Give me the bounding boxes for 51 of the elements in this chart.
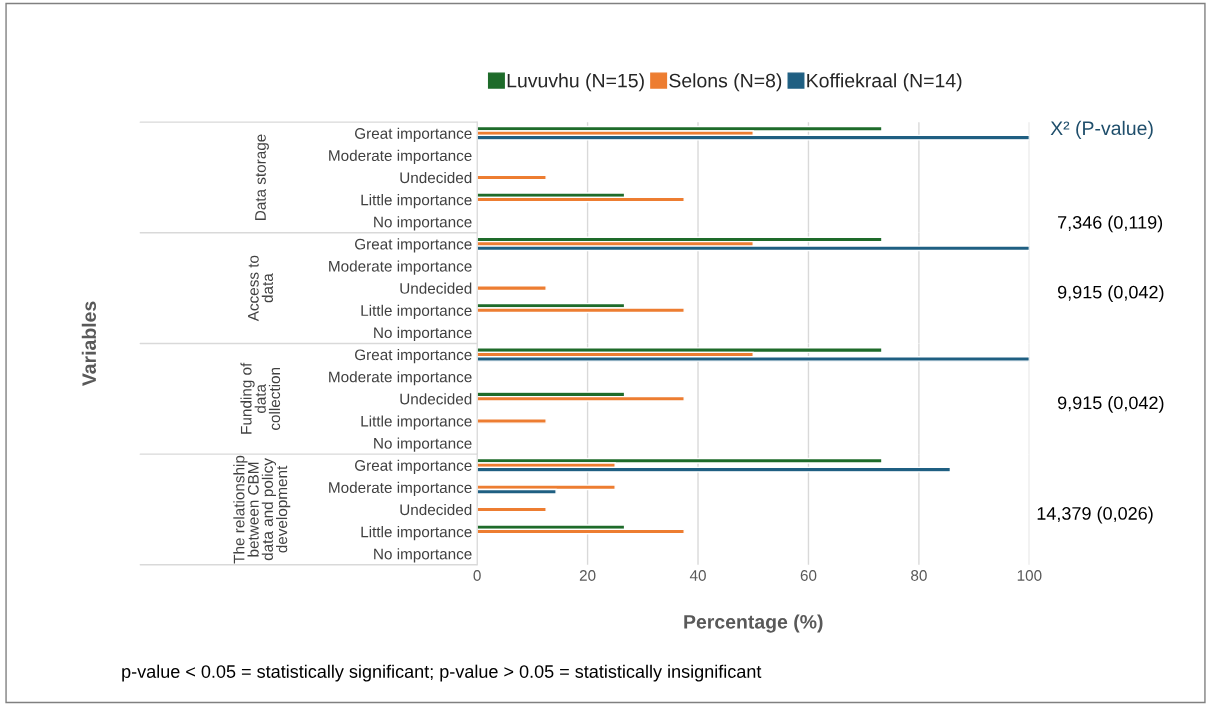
- x-tick-label: 40: [689, 570, 706, 581]
- y-tick-label: Little importance: [361, 304, 472, 319]
- x-tick-label: 0: [473, 570, 481, 581]
- text: 9,915 (0,042): [1057, 395, 1164, 413]
- y-tick-label: No importance: [374, 548, 472, 563]
- bar: [477, 484, 616, 491]
- text: Access to data: [248, 255, 273, 322]
- legend-label: Selons (N=8): [669, 73, 782, 92]
- y-tick-label: Little importance: [361, 415, 472, 430]
- bar: [477, 134, 1030, 141]
- text: The relationship between CBM data and policy development: [233, 455, 291, 564]
- legend-label: Koffiekraal (N=14): [807, 73, 962, 92]
- y-tick-label: Great importance: [355, 459, 472, 474]
- y-tick-label: Undecided: [400, 171, 472, 184]
- text: 14,379 (0,026): [1037, 506, 1153, 524]
- bar: [477, 356, 1030, 362]
- bar: [477, 347, 883, 354]
- x-tick-label: 100: [1017, 570, 1042, 581]
- text: Data storage: [255, 134, 269, 220]
- y-tick-label: Moderate importance: [329, 371, 472, 386]
- y-axis-title: Variables: [81, 301, 97, 387]
- y-tick-label: Undecided: [400, 282, 472, 294]
- text: Funding of data collection: [240, 362, 281, 434]
- x-tick-label: 80: [911, 570, 927, 581]
- x-tick-label: 20: [579, 570, 596, 581]
- y-tick-label: Moderate importance: [329, 260, 472, 275]
- y-tick-label: Great importance: [355, 349, 472, 364]
- y-tick-label: Moderate importance: [329, 481, 472, 497]
- bar: [477, 196, 685, 203]
- bar: [477, 457, 883, 464]
- y-tick-label: No importance: [374, 437, 472, 452]
- text: p-value < 0.05 = statistically significant; p-value > 0.05 = statistically insignificant: [122, 664, 762, 682]
- bar: [477, 395, 685, 402]
- y-tick-label: Moderate importance: [329, 149, 472, 165]
- bar: [477, 528, 685, 535]
- text: 9,915 (0,042): [1057, 285, 1164, 303]
- bar: [477, 466, 952, 473]
- y-tick-label: Undecided: [400, 503, 472, 516]
- x-tick-label: 60: [800, 570, 817, 581]
- bar: [477, 418, 547, 424]
- text: X² (P-value): [1050, 120, 1153, 139]
- y-tick-label: Little importance: [361, 526, 472, 541]
- legend-label: Luvuvhu (N=15): [507, 73, 644, 92]
- y-tick-label: Great importance: [355, 127, 472, 142]
- y-tick-label: No importance: [374, 216, 472, 231]
- y-tick-label: Little importance: [361, 194, 472, 209]
- y-tick-label: Great importance: [355, 238, 472, 253]
- text: 7,346 (0,119): [1058, 215, 1163, 233]
- y-tick-label: Undecided: [400, 393, 472, 405]
- y-tick-label: No importance: [374, 326, 472, 342]
- x-axis-title: Percentage (%): [684, 614, 823, 633]
